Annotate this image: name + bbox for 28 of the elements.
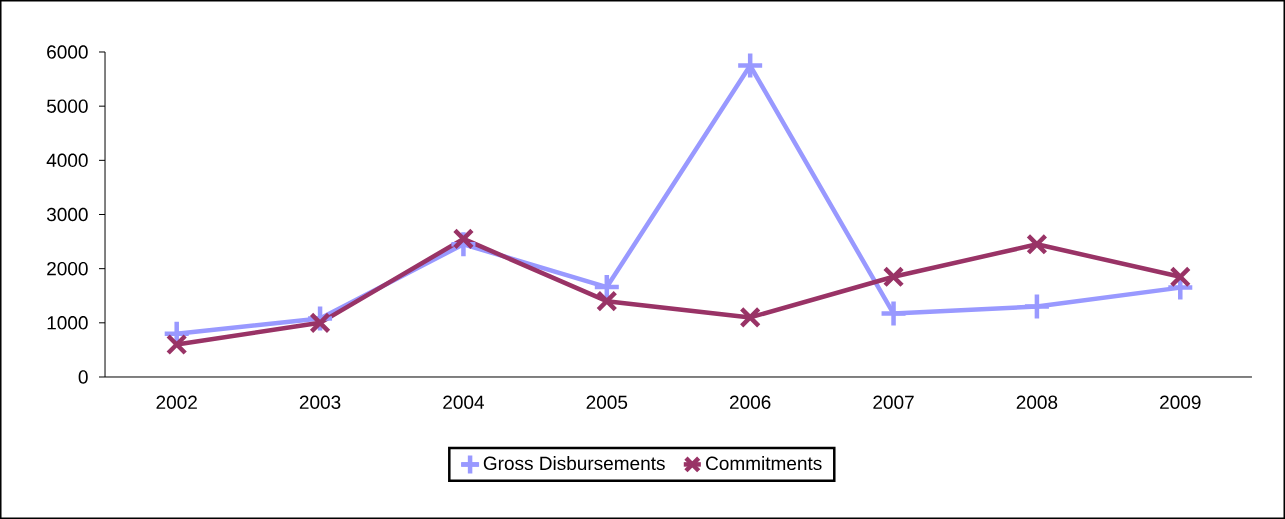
point [1026, 233, 1048, 256]
point [165, 333, 188, 356]
point [596, 290, 618, 312]
point [882, 266, 905, 288]
y-tick-label: 1000 [47, 316, 88, 330]
y-tick-label: 4000 [46, 153, 88, 168]
y-tick-label: 6000 [47, 45, 88, 59]
point [738, 53, 763, 78]
point [452, 228, 475, 250]
legend-label: Gross Disbursements [483, 456, 665, 471]
point [309, 312, 331, 334]
x-tick-label: 2006 [730, 395, 771, 409]
point [881, 301, 906, 326]
x-tick-label: 2004 [443, 395, 484, 409]
x-tick-label: 2005 [586, 395, 628, 409]
y-tick-label: 0 [78, 370, 88, 384]
point [739, 306, 761, 329]
x-tick-label: 2009 [1160, 395, 1201, 409]
x-tick-label: 2007 [873, 395, 914, 409]
y-tick-label: 2000 [47, 261, 88, 276]
x-tick-label: 2008 [1016, 395, 1058, 409]
x-tick-label: 2003 [299, 395, 341, 409]
point [1024, 294, 1049, 319]
point [1169, 266, 1192, 288]
y-tick-label: 5000 [46, 99, 88, 113]
x-tick-label: 2002 [156, 395, 197, 409]
y-tick-label: 3000 [46, 207, 88, 222]
legend-label: Commitments [706, 456, 822, 471]
